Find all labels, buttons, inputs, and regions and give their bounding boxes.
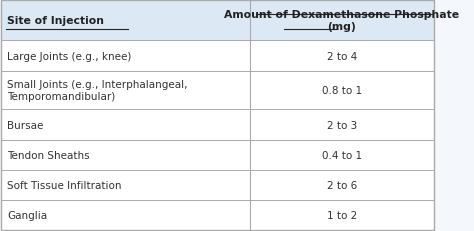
Text: 2 to 3: 2 to 3: [327, 120, 357, 130]
Bar: [250, 71, 434, 110]
Text: 1 to 2: 1 to 2: [327, 210, 357, 220]
Text: Amount of Dexamethasone Phosphate
(mg): Amount of Dexamethasone Phosphate (mg): [224, 10, 459, 32]
Text: Bursae: Bursae: [7, 120, 44, 130]
Bar: [0, 170, 250, 200]
Bar: [250, 110, 434, 140]
Bar: [250, 41, 434, 71]
Text: Soft Tissue Infiltration: Soft Tissue Infiltration: [7, 180, 122, 190]
Bar: [0, 140, 250, 170]
Bar: [250, 170, 434, 200]
Text: Ganglia: Ganglia: [7, 210, 47, 220]
Bar: [0, 1, 250, 41]
Bar: [0, 71, 250, 110]
Bar: [0, 41, 250, 71]
Bar: [250, 1, 434, 41]
Bar: [0, 110, 250, 140]
Text: Tendon Sheaths: Tendon Sheaths: [7, 150, 90, 160]
Bar: [0, 200, 250, 230]
Bar: [250, 200, 434, 230]
Text: Site of Injection: Site of Injection: [7, 16, 104, 26]
Text: 2 to 6: 2 to 6: [327, 180, 357, 190]
Text: 0.8 to 1: 0.8 to 1: [322, 86, 362, 96]
Text: 2 to 4: 2 to 4: [327, 51, 357, 61]
Text: Small Joints (e.g., Interphalangeal,
Temporomandibular): Small Joints (e.g., Interphalangeal, Tem…: [7, 80, 188, 101]
Text: Large Joints (e.g., knee): Large Joints (e.g., knee): [7, 51, 132, 61]
Text: 0.4 to 1: 0.4 to 1: [322, 150, 362, 160]
Bar: [250, 140, 434, 170]
